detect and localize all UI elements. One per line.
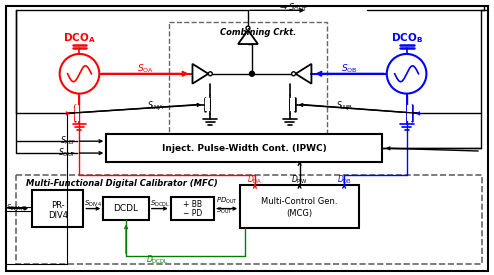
Circle shape <box>246 26 250 30</box>
Text: $S_{\mathrm{DIV4}}$: $S_{\mathrm{DIV4}}$ <box>84 199 102 209</box>
Text: DIV4: DIV4 <box>47 211 68 220</box>
Polygon shape <box>103 197 149 221</box>
Text: Combining Crkt.: Combining Crkt. <box>220 28 296 37</box>
Polygon shape <box>75 106 80 121</box>
Text: $S_{\mathrm{OB}}$: $S_{\mathrm{OB}}$ <box>341 63 357 75</box>
Text: $D_{\mathrm{DA}}$: $D_{\mathrm{DA}}$ <box>247 174 263 186</box>
Text: DCDL: DCDL <box>114 204 138 213</box>
Text: $D_{\mathrm{PW}}$: $D_{\mathrm{PW}}$ <box>291 174 308 186</box>
Polygon shape <box>240 185 359 229</box>
Circle shape <box>387 54 426 94</box>
Text: Multi-Functional Digital Calibrator (MFC): Multi-Functional Digital Calibrator (MFC… <box>26 179 218 188</box>
Polygon shape <box>6 6 488 271</box>
Text: $S_{\mathrm{DCDL}}$: $S_{\mathrm{DCDL}}$ <box>150 199 170 209</box>
Text: $S_{\mathrm{OUT}}$: $S_{\mathrm{OUT}}$ <box>216 205 233 216</box>
Circle shape <box>291 72 295 76</box>
Text: $S_{\mathrm{INJB}}$: $S_{\mathrm{INJB}}$ <box>335 100 353 113</box>
Polygon shape <box>289 98 294 111</box>
Text: $\mathbf{DCO_B}$: $\mathbf{DCO_B}$ <box>391 31 423 45</box>
Text: $S_{\mathrm{INJA/B}}$: $S_{\mathrm{INJA/B}}$ <box>6 203 27 214</box>
Text: (MCG): (MCG) <box>287 209 313 218</box>
Text: Multi-Control Gen.: Multi-Control Gen. <box>261 197 338 206</box>
Polygon shape <box>170 197 214 221</box>
Text: − PD: − PD <box>183 209 202 218</box>
Circle shape <box>208 72 212 76</box>
Text: PR-: PR- <box>51 201 65 210</box>
Text: $D_{\mathrm{DB}}$: $D_{\mathrm{DB}}$ <box>336 174 352 186</box>
Text: $PD_{\mathrm{OUT}}$: $PD_{\mathrm{OUT}}$ <box>216 196 238 206</box>
Text: + BB: + BB <box>183 200 202 209</box>
Polygon shape <box>407 106 412 121</box>
Circle shape <box>249 71 254 76</box>
Text: $S_{\mathrm{OUT}}$: $S_{\mathrm{OUT}}$ <box>58 147 77 159</box>
Text: $D_{\mathrm{DCDL}}$: $D_{\mathrm{DCDL}}$ <box>146 254 168 266</box>
Text: $S_{\mathrm{INJA}}$: $S_{\mathrm{INJA}}$ <box>147 100 165 113</box>
Text: Inject. Pulse-Width Cont. (IPWC): Inject. Pulse-Width Cont. (IPWC) <box>162 144 327 153</box>
Circle shape <box>60 54 99 94</box>
Text: $\rightarrow S_{\mathrm{OUT}}$: $\rightarrow S_{\mathrm{OUT}}$ <box>278 1 308 13</box>
Polygon shape <box>206 98 210 111</box>
Polygon shape <box>106 134 382 162</box>
Text: $\mathbf{DCO_A}$: $\mathbf{DCO_A}$ <box>63 31 96 45</box>
Polygon shape <box>32 190 83 227</box>
Text: $S_{\mathrm{REF}}$: $S_{\mathrm{REF}}$ <box>60 135 77 147</box>
Text: $S_{\mathrm{OA}}$: $S_{\mathrm{OA}}$ <box>137 63 155 75</box>
